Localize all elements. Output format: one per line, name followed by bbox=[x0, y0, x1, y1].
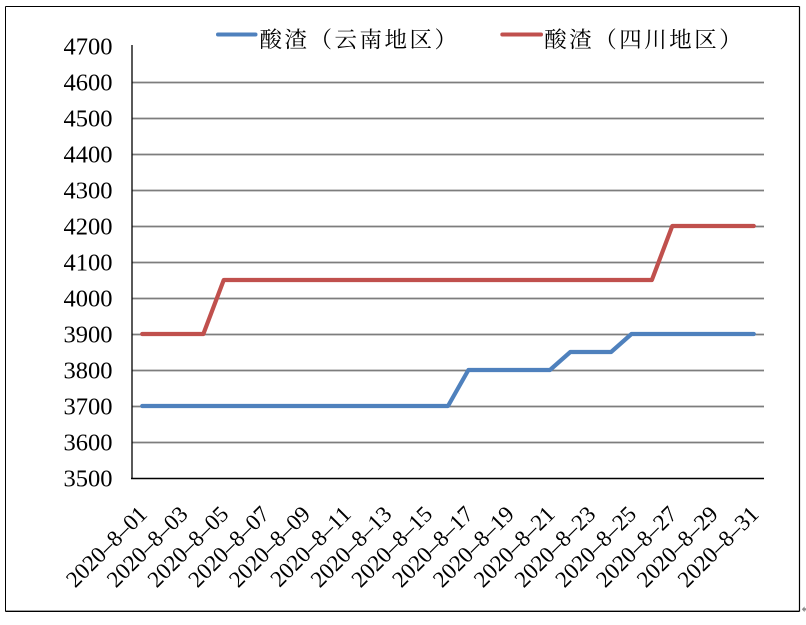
svg-text:4700: 4700 bbox=[64, 34, 113, 61]
svg-text:3700: 3700 bbox=[64, 394, 113, 421]
svg-text:4300: 4300 bbox=[64, 178, 113, 205]
svg-text:4400: 4400 bbox=[64, 142, 113, 169]
svg-text:4200: 4200 bbox=[64, 214, 113, 241]
svg-text:3500: 3500 bbox=[64, 466, 113, 493]
svg-text:4600: 4600 bbox=[64, 70, 113, 97]
svg-text:4000: 4000 bbox=[64, 286, 113, 313]
svg-text:4100: 4100 bbox=[64, 250, 113, 277]
svg-text:3900: 3900 bbox=[64, 322, 113, 349]
svg-text:3800: 3800 bbox=[64, 358, 113, 385]
svg-text:3600: 3600 bbox=[64, 430, 113, 457]
svg-text:4500: 4500 bbox=[64, 106, 113, 133]
